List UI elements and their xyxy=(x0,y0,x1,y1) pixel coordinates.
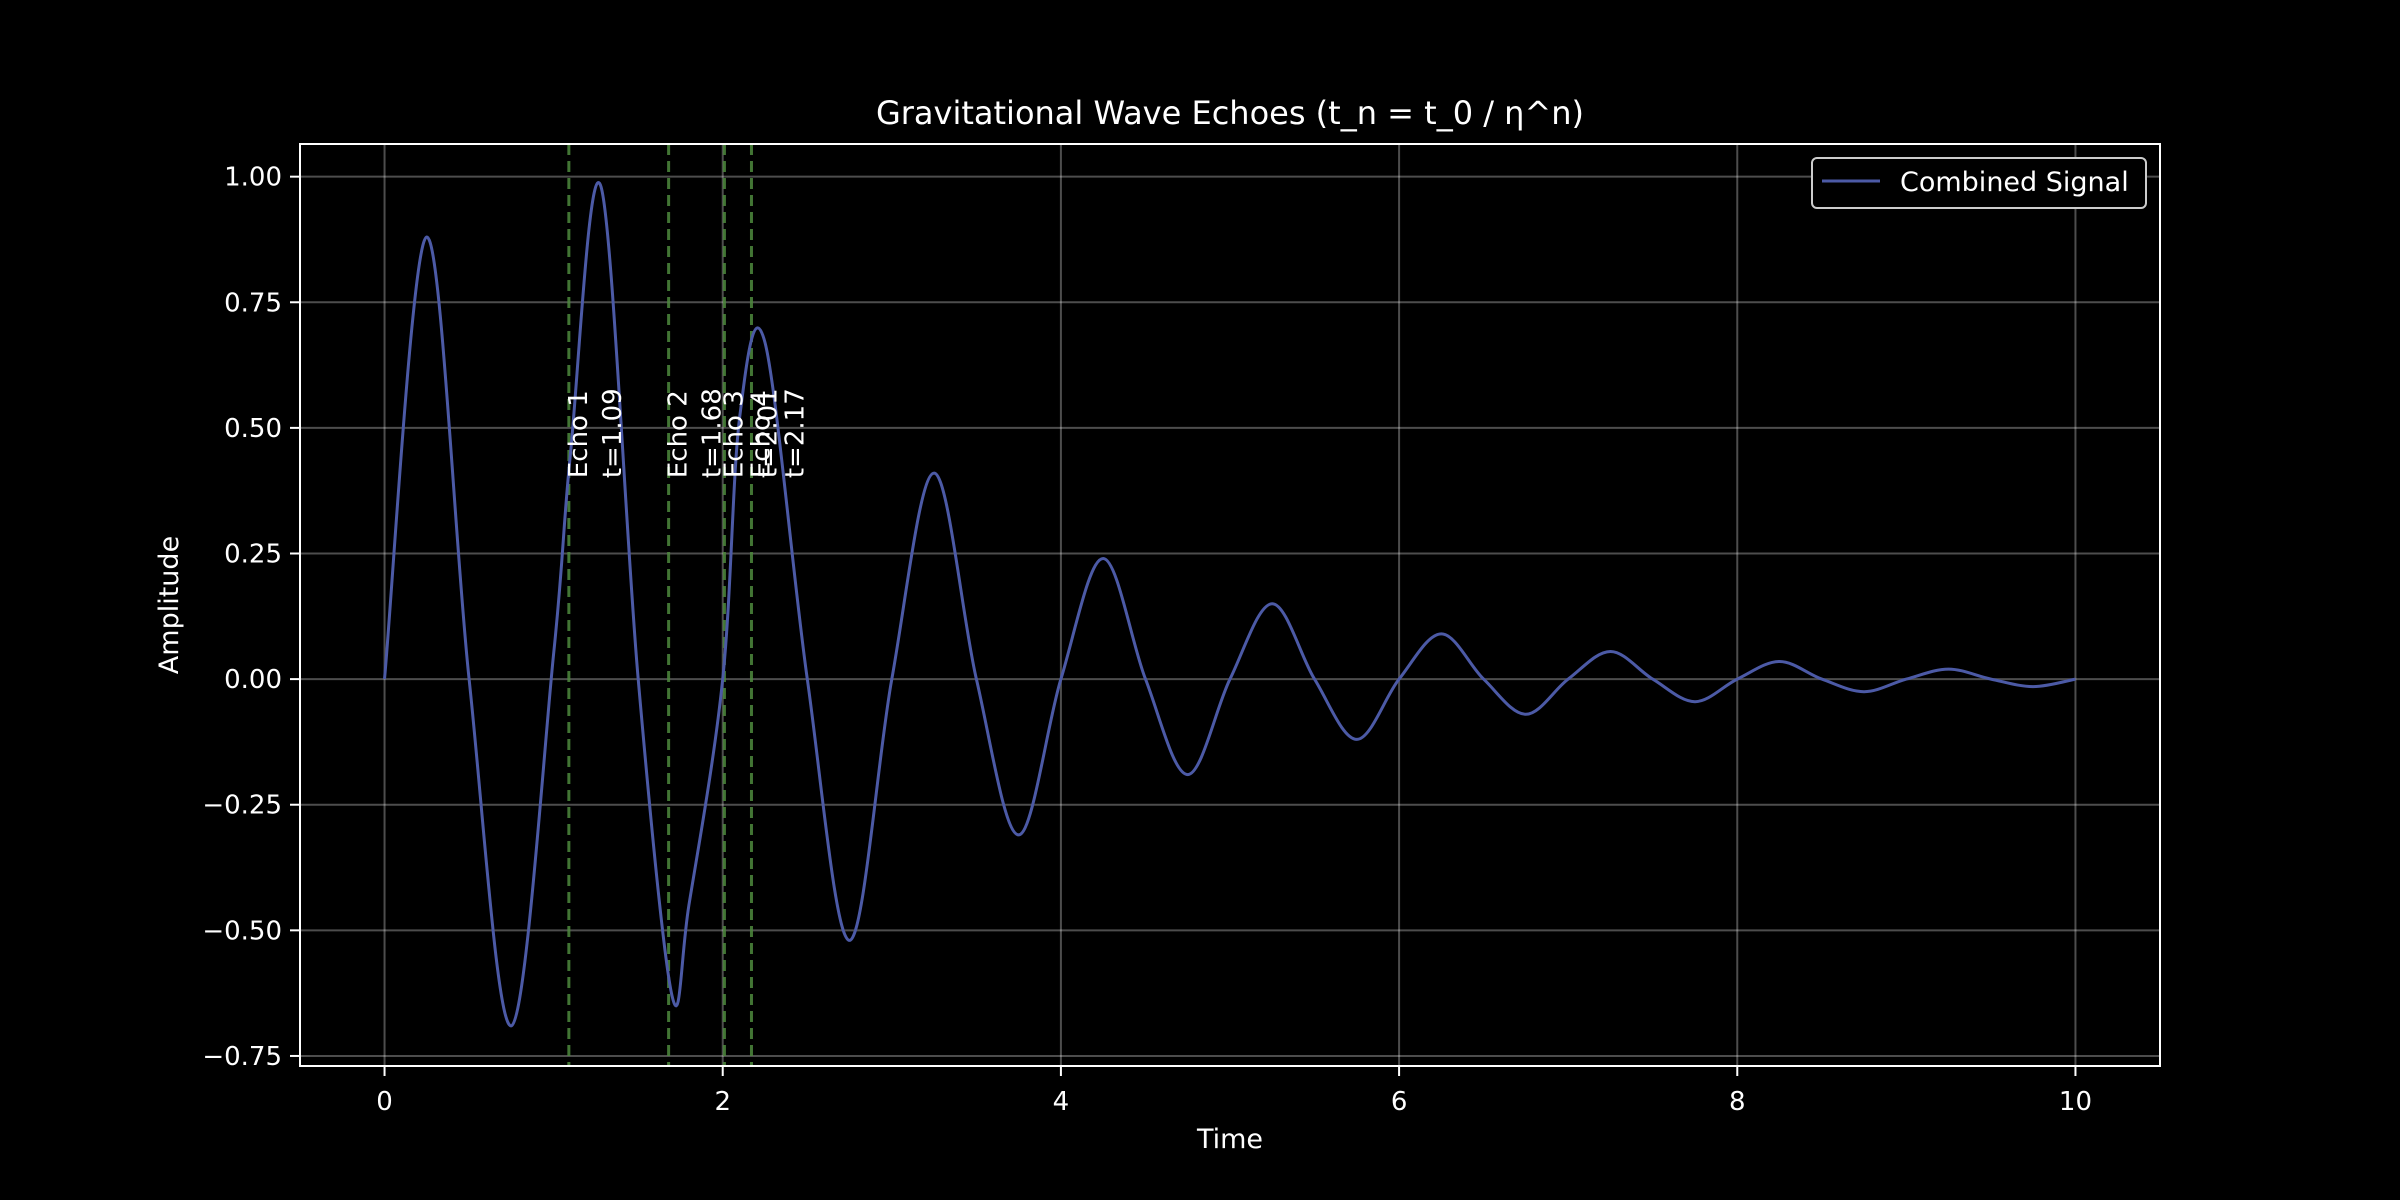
data-point xyxy=(1018,834,1019,835)
data-point xyxy=(1187,774,1188,775)
echo-label: Echo 2 xyxy=(664,390,694,478)
echo-time-label: t=2.01 xyxy=(753,388,783,478)
data-point xyxy=(1399,679,1400,680)
data-point xyxy=(1525,714,1526,715)
data-point xyxy=(1314,679,1315,680)
data-point xyxy=(722,679,723,680)
data-point xyxy=(1864,691,1865,692)
data-point xyxy=(934,473,935,474)
y-tick-label: 0.00 xyxy=(224,665,282,695)
y-tick-label: 0.25 xyxy=(224,539,282,569)
data-point xyxy=(976,679,977,680)
chart-title: Gravitational Wave Echoes (t_n = t_0 / η… xyxy=(876,94,1584,132)
y-tick-label: −0.25 xyxy=(202,791,282,821)
data-point xyxy=(469,679,470,680)
data-point xyxy=(1441,633,1442,634)
x-tick-label: 0 xyxy=(376,1087,393,1117)
data-point xyxy=(1483,679,1484,680)
data-point xyxy=(1695,701,1696,702)
data-point xyxy=(1906,679,1907,680)
y-tick-label: −0.75 xyxy=(202,1042,282,1072)
echo-time-label: t=2.17 xyxy=(780,388,810,478)
x-axis-label: Time xyxy=(1196,1124,1263,1155)
data-point xyxy=(384,679,385,680)
data-point xyxy=(1060,679,1061,680)
data-point xyxy=(807,679,808,680)
data-point xyxy=(1737,679,1738,680)
legend-box xyxy=(1811,157,2147,209)
data-point xyxy=(688,905,689,906)
legend-label: Combined Signal xyxy=(1900,167,2129,198)
data-point xyxy=(1103,558,1104,559)
data-point xyxy=(2075,679,2076,680)
data-point xyxy=(1779,661,1780,662)
x-tick-label: 8 xyxy=(1729,1087,1746,1117)
data-point xyxy=(1356,739,1357,740)
y-tick-label: 0.75 xyxy=(224,288,282,318)
y-tick-label: −0.50 xyxy=(202,916,282,946)
legend: Combined Signal xyxy=(1811,157,2147,209)
data-point xyxy=(1610,651,1611,652)
data-point xyxy=(672,995,673,996)
echo-label: Echo 3 xyxy=(719,390,749,478)
data-point xyxy=(511,1025,512,1026)
data-point xyxy=(1948,669,1949,670)
data-point xyxy=(849,940,850,941)
y-axis-label: Amplitude xyxy=(154,536,185,674)
data-point xyxy=(1990,679,1991,680)
x-tick-label: 6 xyxy=(1391,1087,1408,1117)
x-tick-label: 2 xyxy=(714,1087,731,1117)
data-point xyxy=(1145,679,1146,680)
data-point xyxy=(600,186,601,187)
echo-lines xyxy=(567,144,753,1066)
data-point xyxy=(1652,679,1653,680)
series xyxy=(383,181,2076,1028)
y-tick-label: 1.00 xyxy=(224,163,282,193)
plot-frame xyxy=(299,143,2161,1067)
data-point xyxy=(1272,603,1273,604)
data-point xyxy=(1230,679,1231,680)
series-line xyxy=(383,181,2076,1028)
echo-time-label: t=1.68 xyxy=(698,388,728,478)
data-point xyxy=(765,342,766,343)
data-point xyxy=(891,679,892,680)
data-point xyxy=(1821,679,1822,680)
x-axis-ticks: 0 2 4 6 8 10 xyxy=(376,1066,2092,1117)
data-point xyxy=(553,653,554,654)
x-tick-label: 4 xyxy=(1053,1087,1070,1117)
y-tick-label: 0.50 xyxy=(224,414,282,444)
y-axis-ticks: −0.75 −0.50 −0.25 0.00 0.25 0.50 0.75 1.00 xyxy=(202,163,300,1072)
data-point xyxy=(426,236,427,237)
data-point xyxy=(1568,679,1569,680)
data-point xyxy=(638,679,639,680)
data-point xyxy=(2033,686,2034,687)
echo-label: Echo 4 xyxy=(746,390,776,478)
echo-time-label: t=1.09 xyxy=(598,388,628,478)
echo-label: Echo 1 xyxy=(564,390,594,478)
x-tick-label: 10 xyxy=(2059,1087,2092,1117)
